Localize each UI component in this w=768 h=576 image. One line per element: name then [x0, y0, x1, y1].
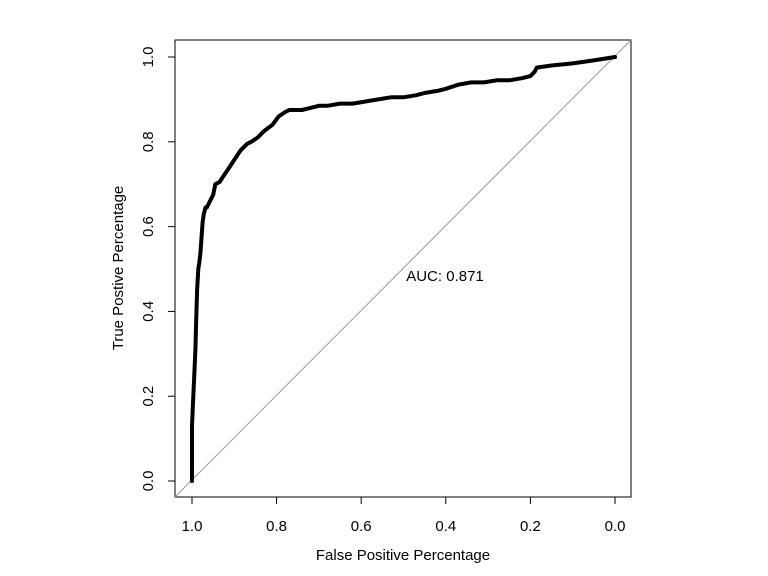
- y-tick-label: 0.0: [140, 471, 157, 492]
- y-tick-label: 1.0: [140, 47, 157, 68]
- y-axis: 0.0 0.2 0.4 0.6 0.8 1.0: [140, 47, 176, 492]
- diagonal-reference-line: [174, 39, 632, 498]
- x-tick-label: 0.2: [520, 518, 541, 535]
- y-tick-label: 0.2: [140, 386, 157, 407]
- x-tick-label: 0.6: [351, 518, 372, 535]
- x-tick-label: 0.8: [266, 518, 287, 535]
- x-tick-label: 0.4: [435, 518, 456, 535]
- x-tick-label: 0.0: [605, 518, 626, 535]
- auc-annotation: AUC: 0.871: [406, 268, 484, 285]
- y-axis-title: True Postive Percentage: [110, 186, 127, 351]
- x-tick-label: 1.0: [182, 518, 203, 535]
- x-axis-title: False Positive Percentage: [316, 547, 490, 564]
- x-axis: 1.0 0.8 0.6 0.4 0.2 0.0: [182, 496, 626, 535]
- y-tick-label: 0.4: [140, 301, 157, 322]
- roc-curve: [190, 55, 617, 483]
- y-tick-label: 0.8: [140, 131, 157, 152]
- y-tick-label: 0.6: [140, 216, 157, 237]
